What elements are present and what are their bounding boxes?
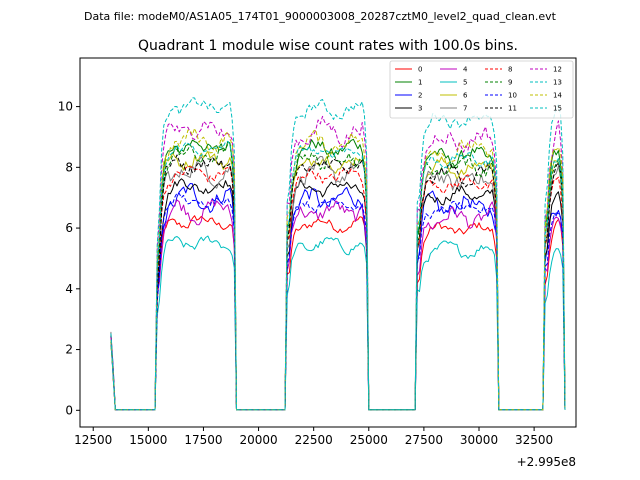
chart-title: Quadrant 1 module wise count rates with … [138,38,518,54]
series-line-12 [110,115,566,411]
y-tick-label: 0 [65,403,73,417]
legend-label-4: 4 [463,66,468,74]
series-line-2 [110,183,566,411]
series-line-14 [110,127,566,411]
y-tick-label: 8 [65,160,73,174]
legend-label-2: 2 [418,92,422,100]
legend-label-3: 3 [418,105,422,113]
series-line-11 [110,154,566,411]
x-tick-label: 27500 [405,433,443,447]
legend-label-6: 6 [463,92,468,100]
x-tick-label: 15000 [129,433,167,447]
legend-label-9: 9 [508,79,512,87]
legend-label-11: 11 [508,105,517,113]
x-tick-label: 25000 [350,433,388,447]
y-tick-label: 4 [65,282,73,296]
series-line-15 [110,140,566,411]
plot-area: 12500 15000 17500 20000 22500 25000 27500 30000… [58,57,577,447]
y-tick-label: 10 [58,100,73,114]
x-tick-label: 32500 [515,433,553,447]
series-line-5 [110,235,566,411]
series-layer [110,97,566,411]
legend-label-12: 12 [553,66,562,74]
series-line-8 [110,165,566,411]
legend-label-5: 5 [463,79,467,87]
x-tick-label: 22500 [295,433,333,447]
y-tick-label: 6 [65,221,73,235]
legend-label-10: 10 [508,92,517,100]
legend-label-15: 15 [553,105,562,113]
data-file-suptitle: Data file: modeM0/AS1A05_174T01_90000030… [84,10,557,23]
series-line-10 [110,192,566,411]
x-tick-label: 20000 [239,433,277,447]
x-tick-label: 12500 [74,433,112,447]
legend-label-14: 14 [553,92,562,100]
series-line-7 [110,155,566,411]
legend-label-7: 7 [463,105,467,113]
legend-box [389,60,574,119]
y-tick-label: 2 [65,343,73,357]
series-line-0 [110,215,566,411]
x-offset-label: +2.995e8 [517,455,576,469]
legend-label-13: 13 [553,79,562,87]
legend-label-8: 8 [508,66,512,74]
legend-label-1: 1 [418,79,422,87]
plot-frame [79,57,577,428]
legend-label-0: 0 [418,66,422,74]
x-tick-label: 30000 [460,433,498,447]
series-line-3 [110,178,566,411]
series-line-13 [110,97,566,411]
series-line-1 [110,138,566,411]
axes-layer: 12500 15000 17500 20000 22500 25000 27500 30000… [58,100,553,447]
series-line-9 [110,142,566,411]
x-tick-label: 17500 [184,433,222,447]
